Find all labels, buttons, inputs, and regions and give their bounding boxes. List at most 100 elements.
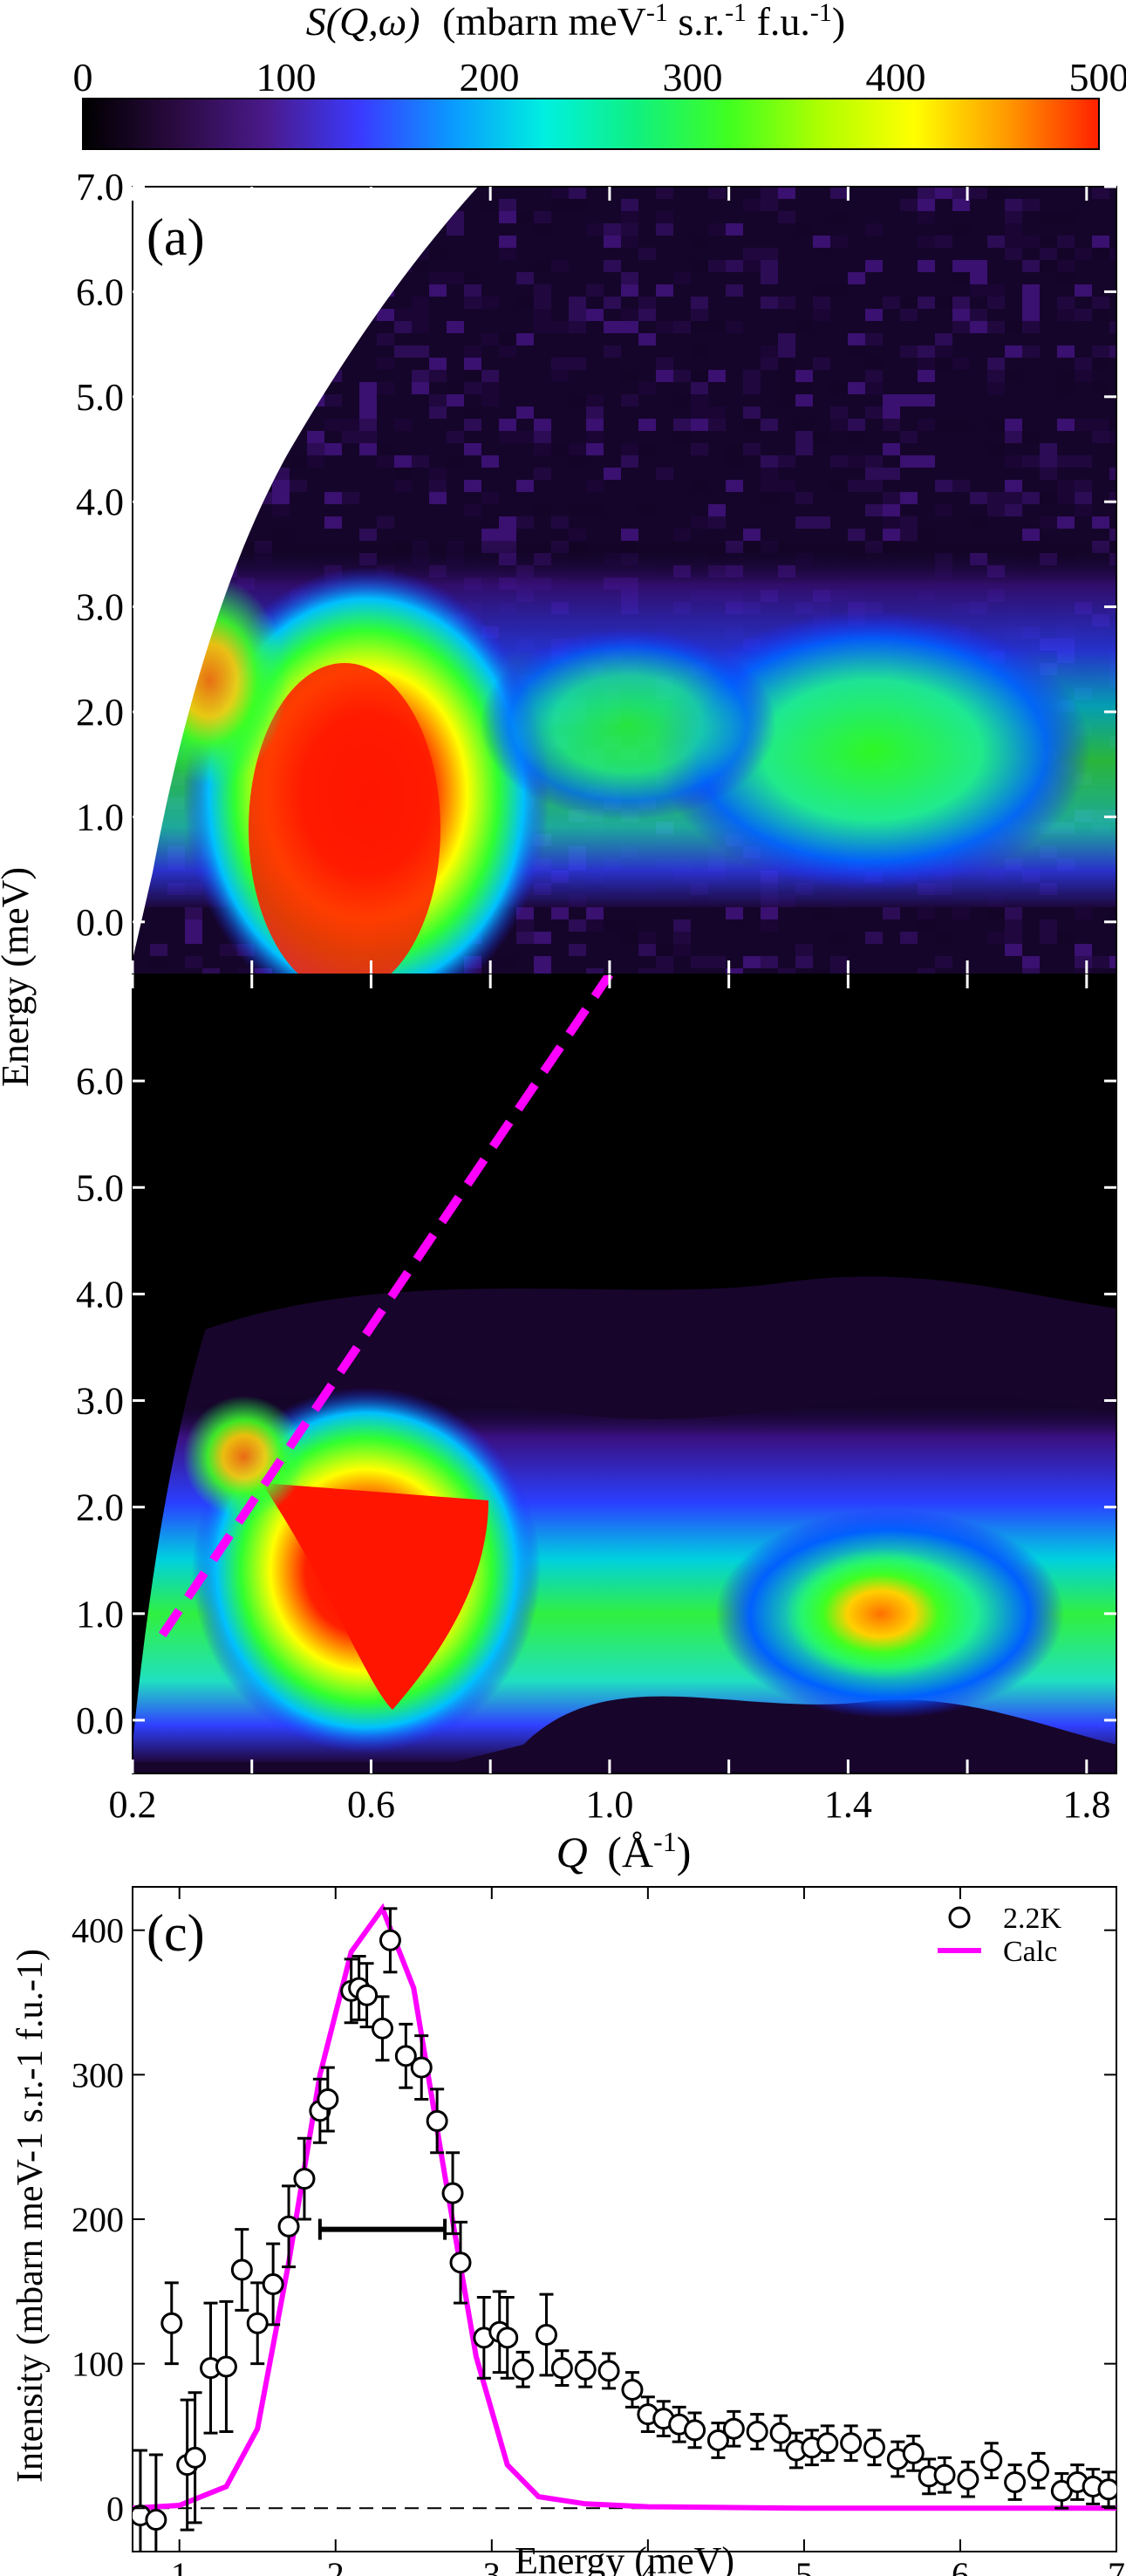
- colorbar-exp-1: -1: [646, 0, 668, 27]
- calc-curve: [133, 1903, 1116, 2511]
- panel-a-ytick-label: 1.0: [76, 796, 124, 838]
- colorbar-exp-2: -1: [725, 0, 747, 27]
- panel-a-kinematic-mask: [133, 187, 478, 960]
- colorbar: S(Q,ω) (mbarn meV-1 s.r.-1 f.u.-1) 0 100 2…: [73, 0, 1126, 150]
- panel-c-xtick-label: 3: [483, 2555, 501, 2576]
- data-point: [496, 2327, 519, 2349]
- panel-c-xtick-label: 4: [639, 2555, 657, 2576]
- panel-a: (a) 7.0 6.0 5.0 4.0 3.0 2.0 1.0 0.0: [76, 166, 1117, 975]
- colorbar-ticks: 0 100 200 300 400 500: [73, 55, 1126, 99]
- data-point: [230, 2258, 253, 2281]
- panel-a-label: (a): [147, 208, 205, 266]
- panel-c-xtick-label: 5: [795, 2555, 813, 2576]
- panel-b-heatmap: [133, 974, 1116, 1773]
- x-tick-label: 0.2: [109, 1783, 157, 1826]
- data-point: [684, 2419, 706, 2442]
- data-point: [1004, 2470, 1027, 2493]
- panel-b-ytick-label: 3.0: [76, 1380, 124, 1423]
- data-point: [722, 2417, 745, 2440]
- panel-c-xtick-label: 2: [327, 2555, 345, 2576]
- colorbar-label-units: (mbarn meV: [442, 0, 646, 44]
- x-axis-label-q-symbol: Q: [556, 1828, 588, 1876]
- panel-a-ytick-label: 4.0: [76, 481, 124, 523]
- data-point: [535, 2324, 557, 2347]
- panel-b-ytick-label: 0.0: [76, 1699, 124, 1742]
- panel-a-ytick-label: 6.0: [76, 270, 124, 313]
- panel-b-ytick-label: 6.0: [76, 1060, 124, 1103]
- data-point: [184, 2446, 207, 2469]
- data-point: [246, 2312, 269, 2334]
- data-point: [317, 2088, 339, 2111]
- panel-c-xtick-label: 6: [952, 2555, 969, 2576]
- colorbar-tick-label: 400: [866, 55, 926, 99]
- data-point: [769, 2422, 792, 2444]
- data-point: [441, 2182, 464, 2204]
- panel-c-xtick-label: 1: [171, 2555, 188, 2576]
- panel-a-ytick-label: 7.0: [76, 166, 124, 208]
- data-point: [840, 2432, 863, 2455]
- panel-c-ytick-label: 300: [72, 2055, 124, 2094]
- x-tick-label: 1.8: [1062, 1783, 1110, 1826]
- data-point: [371, 2017, 393, 2040]
- panel-c: (c) 1 2 3 4 5 6 7 0 100 200 300 400 Energy (meV) Inte…: [10, 1886, 1125, 2576]
- panel-b-kinematic-mask: [133, 974, 371, 1745]
- colorbar-tick-label: 500: [1069, 55, 1126, 99]
- colorbar-label-units-tail2: f.u.: [747, 0, 810, 44]
- panel-c-ytick-label: 200: [72, 2200, 124, 2239]
- data-point: [574, 2358, 597, 2381]
- x-axis-label-q-exp: -1: [653, 1826, 677, 1857]
- panel-c-ytick-label: 400: [72, 1911, 124, 1951]
- data-point: [426, 2109, 448, 2132]
- panel-c-xtick-label: 7: [1108, 2555, 1125, 2576]
- panel-c-plot: [133, 1903, 1116, 2552]
- x-tick-label: 0.6: [347, 1783, 395, 1826]
- panel-b-yticks: 6.0 5.0 4.0 3.0 2.0 1.0 0.0: [76, 1060, 1116, 1742]
- data-point: [550, 2357, 573, 2380]
- y-axis-label-energy: Energy (meV): [0, 867, 37, 1087]
- data-point: [145, 2509, 167, 2532]
- data-point: [1027, 2459, 1049, 2482]
- panel-b: (b) 6.0 5.0 4.0 3.0 2.0 1.0 0.0 0.2 0.6 1.0 1.4 1.…: [0, 867, 1117, 1876]
- panel-a-ytick-label: 3.0: [76, 586, 124, 629]
- panel-c-y-axis-label: Intensity (mbarn meV-1 s.r.-1 f.u.-1): [10, 1949, 51, 2483]
- panel-b-ytick-label: 1.0: [76, 1593, 124, 1636]
- colorbar-label-main: S(Q,ω): [306, 0, 420, 44]
- data-point: [293, 2168, 316, 2190]
- data-point: [394, 2045, 417, 2067]
- panel-b-ytick-label: 5.0: [76, 1166, 124, 1209]
- colorbar-tick-label: 100: [256, 55, 317, 99]
- data-point: [980, 2450, 1003, 2472]
- x-axis-label-q-unit: (Å: [607, 1828, 653, 1876]
- colorbar-gradient: [82, 98, 1100, 150]
- data-point: [746, 2421, 768, 2443]
- data-point: [410, 2056, 433, 2079]
- panel-b-ytick-label: 4.0: [76, 1273, 124, 1315]
- data-point: [160, 2312, 183, 2334]
- panel-a-xticks: [131, 187, 1088, 974]
- data-point: [621, 2378, 644, 2401]
- x-tick-label: 1.4: [824, 1783, 872, 1826]
- legend-label-calc: Calc: [1003, 1936, 1057, 1968]
- data-point: [816, 2432, 839, 2455]
- panel-c-axes: 1 2 3 4 5 6 7 0 100 200 300 400 Energy (meV) Intensit…: [10, 1887, 1125, 2576]
- panel-a-ytick-label: 2.0: [76, 691, 124, 734]
- data-point: [379, 1929, 401, 1951]
- data-point: [902, 2442, 925, 2464]
- data-point: [957, 2468, 979, 2491]
- panel-a-ytick-label: 5.0: [76, 376, 124, 419]
- data-point: [215, 2355, 237, 2378]
- colorbar-tick-label: 300: [663, 55, 723, 99]
- data-point: [356, 1984, 379, 2006]
- panel-c-ytick-label: 100: [72, 2345, 124, 2384]
- data-point: [262, 2273, 284, 2296]
- panel-b-ytick-label: 2.0: [76, 1486, 124, 1529]
- panel-c-ytick-label: 0: [106, 2489, 124, 2528]
- data-point: [1097, 2478, 1116, 2501]
- data-point: [277, 2215, 300, 2238]
- legend-marker-2.2K: [948, 1906, 971, 1929]
- data-point: [706, 2429, 729, 2451]
- data-point: [512, 2358, 535, 2381]
- panel-b-red-region: [262, 1483, 488, 1710]
